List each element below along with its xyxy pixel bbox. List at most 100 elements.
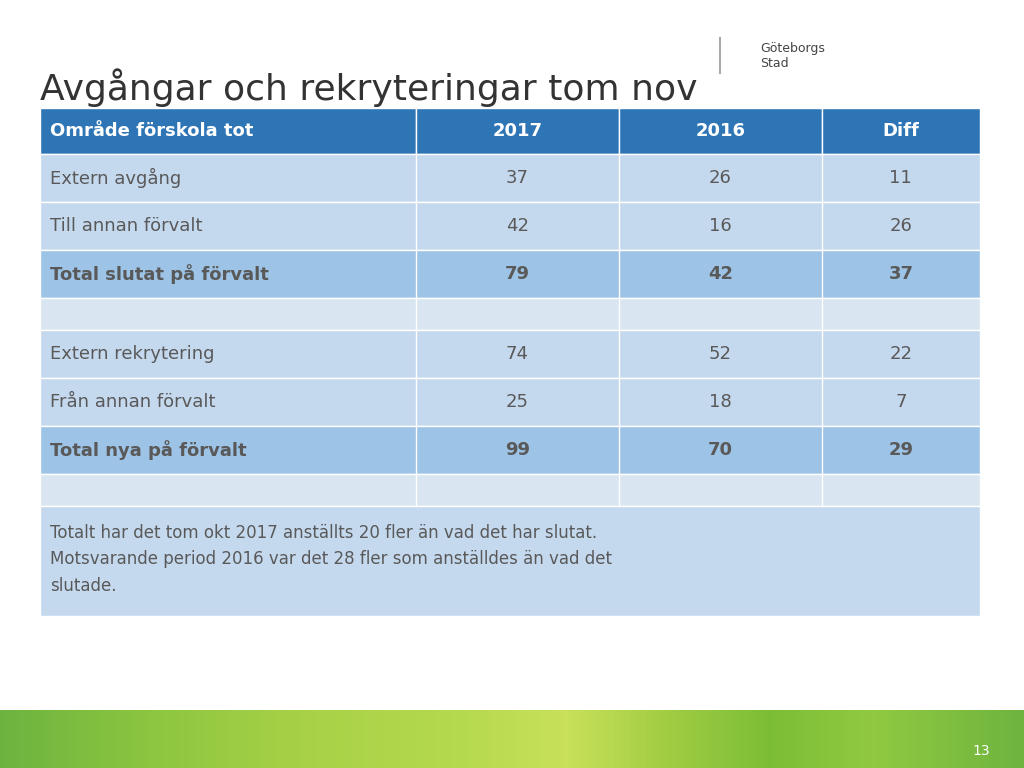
Bar [416,108,618,154]
Bar [379,710,385,768]
Bar [31,710,37,768]
Bar [645,710,651,768]
Bar [497,710,503,768]
Bar [236,710,242,768]
Bar [46,710,52,768]
Bar [788,710,795,768]
Bar [891,710,897,768]
Bar [983,710,989,768]
Bar [532,710,539,768]
Bar [445,710,452,768]
Bar [174,710,180,768]
Bar [599,710,605,768]
Bar [128,710,134,768]
Bar [215,710,221,768]
Bar [287,710,293,768]
Bar [630,710,636,768]
Bar [1004,710,1010,768]
Text: 29: 29 [889,441,913,459]
Bar [538,710,544,768]
Bar [358,710,365,768]
Text: 11: 11 [890,169,912,187]
Text: 16: 16 [709,217,731,235]
Bar [307,710,313,768]
Bar [753,710,759,768]
Bar [937,710,943,768]
Bar [41,710,47,768]
Bar [993,710,999,768]
Bar [1014,710,1020,768]
Bar [26,710,32,768]
Bar [143,710,150,768]
Bar [251,710,257,768]
Bar [829,710,836,768]
Bar [102,710,109,768]
Bar [942,710,948,768]
Bar [502,710,508,768]
Bar [394,710,400,768]
Bar [40,202,980,250]
Bar [558,710,564,768]
Bar [783,710,790,768]
Text: 70: 70 [708,441,733,459]
Bar [389,710,395,768]
Bar [369,710,375,768]
Bar [609,710,615,768]
Bar [353,710,359,768]
Text: 22: 22 [889,345,912,363]
Text: 52: 52 [709,345,732,363]
Bar [456,710,462,768]
Bar [410,710,416,768]
Bar [625,710,631,768]
Bar [333,710,339,768]
Bar [404,710,411,768]
Bar [40,330,980,378]
Bar [768,710,774,768]
Bar [154,710,160,768]
Bar [384,710,390,768]
Bar [338,710,344,768]
Bar [271,710,278,768]
Bar [901,710,907,768]
Bar [604,710,610,768]
Bar [328,710,334,768]
Text: Total nya på förvalt: Total nya på förvalt [50,440,247,460]
Bar [957,710,964,768]
Bar [620,710,626,768]
Bar [0,710,6,768]
Bar [123,710,129,768]
Bar [794,710,800,768]
Bar [640,710,646,768]
Bar [799,710,805,768]
Bar [512,710,518,768]
Bar [61,710,68,768]
Bar [963,710,969,768]
Bar [159,710,165,768]
Text: Göteborgs
Stad: Göteborgs Stad [760,42,825,70]
Bar [686,710,692,768]
Bar [927,710,933,768]
Bar [399,710,406,768]
Text: Till annan förvalt: Till annan förvalt [50,217,203,235]
Bar [727,710,733,768]
Bar [722,710,728,768]
Bar [72,710,78,768]
Bar [988,710,994,768]
Bar [881,710,887,768]
Bar [492,710,498,768]
Bar [40,426,980,474]
Bar [517,710,523,768]
Bar [266,710,272,768]
Bar [922,710,928,768]
Bar [896,710,902,768]
Bar [476,710,482,768]
Bar [548,710,554,768]
Bar [804,710,810,768]
Bar [911,710,918,768]
Text: Område förskola tot: Område förskola tot [50,122,253,140]
Bar [420,710,426,768]
Bar [466,710,472,768]
Bar [471,710,477,768]
Text: Avgångar och rekryteringar tom nov: Avgångar och rekryteringar tom nov [40,68,697,107]
Text: 37: 37 [506,169,529,187]
